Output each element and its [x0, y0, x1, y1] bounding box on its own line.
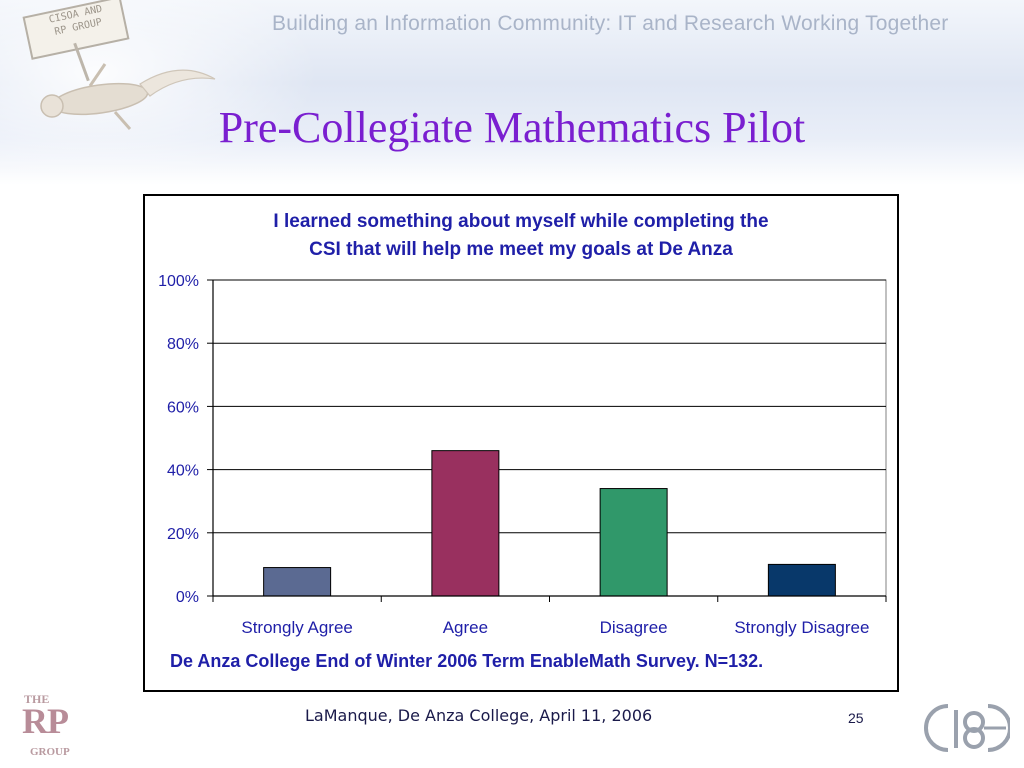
chart-title: I learned something about myself while c…	[143, 208, 899, 264]
grid-layer	[212, 279, 887, 597]
y-tick-label: 100%	[158, 273, 199, 290]
chart-title-line-2: CSI that will help me meet my goals at D…	[309, 239, 733, 260]
page-number: 25	[848, 710, 864, 726]
rp-logo-letters: RP	[22, 701, 69, 741]
plot-area-border	[212, 279, 887, 597]
chart-title-line-1: I learned something about myself while c…	[273, 211, 769, 232]
chart-frame	[143, 194, 899, 692]
rp-logo-the: THE	[24, 692, 50, 706]
y-tick-label: 60%	[167, 399, 199, 416]
rp-group-logo: THE RP GROUP	[10, 692, 90, 762]
x-tick-label: Strongly Agree	[241, 618, 353, 637]
bar-disagree	[599, 488, 668, 597]
bar-strongly-agree	[263, 567, 332, 597]
rp-logo-group: GROUP	[30, 746, 70, 758]
x-tick-label: Agree	[443, 618, 488, 637]
y-tick-label: 40%	[167, 463, 199, 480]
bar-strongly-disagree	[767, 563, 836, 597]
x-tick-label: Disagree	[600, 618, 668, 637]
cartoon-animal-illustration	[40, 63, 216, 130]
y-tick-label: 0%	[176, 589, 199, 606]
axis-layer	[207, 279, 887, 602]
bar-layer	[263, 450, 836, 597]
x-tick-label: Strongly Disagree	[734, 618, 869, 637]
footer-text: LaManque, De Anza College, April 11, 200…	[305, 706, 653, 725]
y-tick-label: 20%	[167, 526, 199, 543]
chart-caption: De Anza College End of Winter 2006 Term …	[170, 651, 764, 671]
label-layer: 0% 20% 40% 60% 80% 100% Strongly Agree Agree Dis…	[158, 273, 869, 637]
cisoa-logo	[924, 704, 1010, 752]
slide-title: Pre-Collegiate Mathematics Pilot	[218, 103, 806, 152]
y-tick-label: 80%	[167, 336, 199, 353]
header-tagline: Building an Information Community: IT an…	[272, 12, 949, 35]
bar-agree	[431, 450, 500, 597]
